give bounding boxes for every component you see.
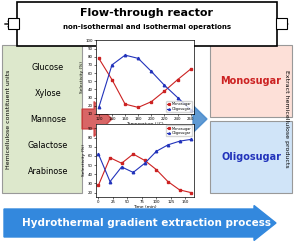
FancyBboxPatch shape bbox=[17, 2, 277, 46]
Monosugar bbox=[97, 184, 100, 187]
X-axis label: Time (min): Time (min) bbox=[133, 205, 156, 209]
Monosugar bbox=[176, 78, 179, 81]
Oligosugar bbox=[120, 165, 123, 168]
Text: Oligosugar: Oligosugar bbox=[221, 152, 281, 162]
Text: Monosugar: Monosugar bbox=[220, 76, 281, 86]
Legend: Monosugar, Oligosugar: Monosugar, Oligosugar bbox=[166, 101, 192, 112]
FancyBboxPatch shape bbox=[8, 19, 19, 29]
Text: Hydrothermal gradient extraction process: Hydrothermal gradient extraction process bbox=[23, 218, 271, 228]
X-axis label: Temperature (°C): Temperature (°C) bbox=[126, 122, 163, 126]
Oligosugar bbox=[131, 171, 135, 174]
Text: Flow-through reactor: Flow-through reactor bbox=[81, 8, 213, 18]
Monosugar bbox=[143, 159, 147, 162]
Monosugar bbox=[110, 78, 114, 81]
Oligosugar bbox=[110, 63, 114, 66]
Oligosugar bbox=[143, 162, 147, 165]
Bar bbox=[2, 45, 82, 193]
Text: Glucose: Glucose bbox=[32, 62, 64, 72]
Text: Arabinose: Arabinose bbox=[28, 167, 68, 175]
FancyBboxPatch shape bbox=[275, 19, 286, 29]
Bar bbox=[210, 45, 292, 117]
Line: Monosugar: Monosugar bbox=[97, 153, 192, 194]
Text: Galactose: Galactose bbox=[28, 140, 68, 149]
Monosugar bbox=[189, 191, 193, 194]
Bar bbox=[210, 121, 292, 193]
Text: Hemicellulose constituent units: Hemicellulose constituent units bbox=[6, 69, 11, 169]
Oligosugar bbox=[176, 96, 179, 99]
Monosugar bbox=[150, 100, 153, 103]
Monosugar bbox=[131, 153, 135, 156]
Text: non-isothermal and isothermal operations: non-isothermal and isothermal operations bbox=[63, 24, 231, 30]
Oligosugar bbox=[189, 108, 193, 111]
Monosugar bbox=[108, 156, 112, 159]
Text: Xylose: Xylose bbox=[35, 88, 61, 98]
Oligosugar bbox=[97, 153, 100, 156]
Oligosugar bbox=[123, 54, 127, 57]
Monosugar bbox=[166, 180, 170, 183]
Text: Extract hemicellulose products: Extract hemicellulose products bbox=[285, 70, 290, 168]
Oligosugar bbox=[108, 180, 112, 183]
Y-axis label: Selectivity (%): Selectivity (%) bbox=[82, 145, 86, 176]
Monosugar bbox=[163, 90, 166, 93]
Monosugar bbox=[120, 162, 123, 165]
Line: Oligosugar: Oligosugar bbox=[98, 54, 192, 111]
FancyArrow shape bbox=[4, 206, 276, 241]
Line: Oligosugar: Oligosugar bbox=[97, 138, 192, 183]
Legend: Monosugar, Oligosugar: Monosugar, Oligosugar bbox=[166, 125, 192, 136]
FancyArrow shape bbox=[82, 101, 112, 136]
Line: Monosugar: Monosugar bbox=[98, 57, 192, 109]
Y-axis label: Selectivity (%): Selectivity (%) bbox=[80, 61, 84, 93]
Monosugar bbox=[178, 188, 181, 191]
Oligosugar bbox=[163, 84, 166, 87]
Monosugar bbox=[136, 106, 140, 109]
Oligosugar bbox=[136, 57, 140, 60]
Oligosugar bbox=[178, 140, 181, 143]
Oligosugar bbox=[166, 143, 170, 146]
Monosugar bbox=[123, 103, 127, 106]
Text: Mannose: Mannose bbox=[30, 114, 66, 123]
Oligosugar bbox=[150, 70, 153, 73]
Oligosugar bbox=[189, 138, 193, 141]
Oligosugar bbox=[155, 150, 158, 153]
Monosugar bbox=[189, 68, 193, 71]
Oligosugar bbox=[97, 106, 101, 109]
FancyArrow shape bbox=[189, 101, 207, 136]
Monosugar bbox=[155, 168, 158, 171]
Monosugar bbox=[97, 57, 101, 60]
